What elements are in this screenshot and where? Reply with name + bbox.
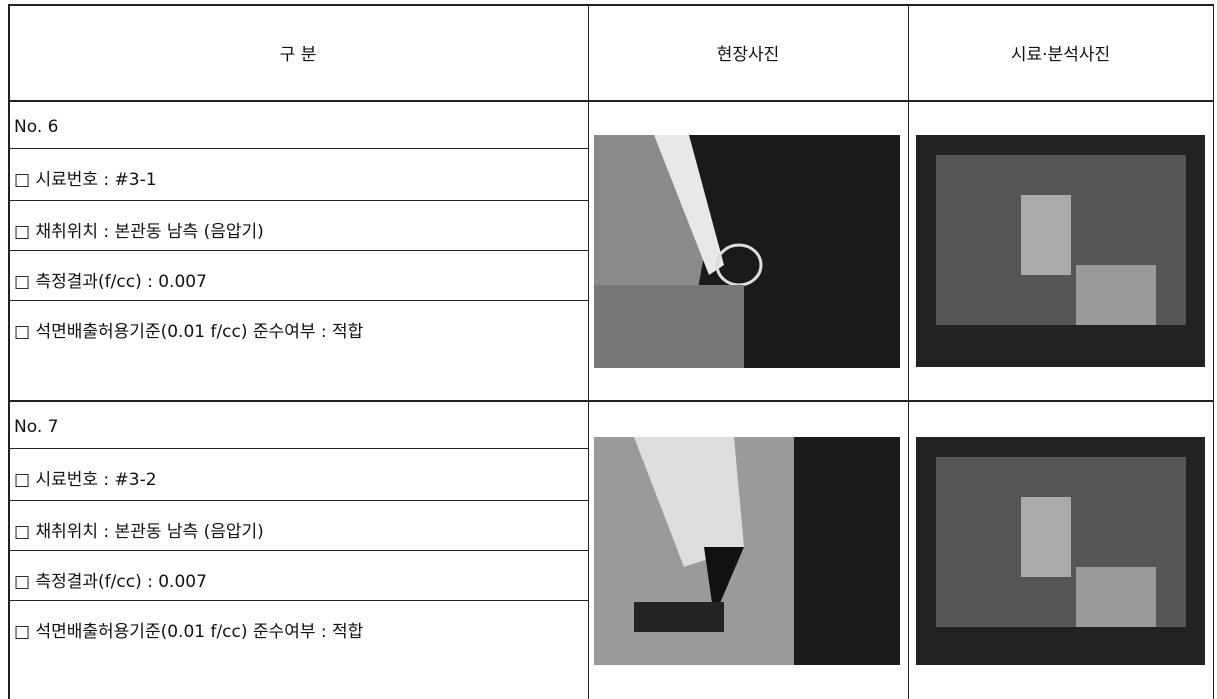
entry-item: □ 측정결과(f/cc) : 0.007 — [14, 272, 207, 292]
rule — [8, 200, 588, 201]
rule — [8, 550, 588, 551]
analysis-photo — [916, 437, 1205, 665]
site-photo — [594, 135, 900, 368]
entry-item: □ 채취위치 : 본관동 남측 (음압기) — [14, 222, 264, 242]
entry-item: □ 석면배출허용기준(0.01 f/cc) 준수여부 : 적합 — [14, 622, 364, 642]
entry-number: No. 6 — [14, 117, 59, 137]
rule — [588, 4, 589, 699]
rule — [8, 148, 588, 149]
site-photo — [594, 437, 900, 665]
rule — [1213, 4, 1214, 699]
rule — [8, 500, 588, 501]
analysis-photo — [916, 135, 1205, 367]
rule — [8, 250, 588, 251]
rule — [908, 4, 909, 699]
rule — [8, 100, 1214, 102]
header-cell: 현장사진 — [716, 45, 780, 65]
header-cell: 시료·분석사진 — [1010, 45, 1111, 65]
entry-item: □ 채취위치 : 본관동 남측 (음압기) — [14, 522, 264, 542]
entry-number: No. 7 — [14, 417, 59, 437]
rule — [8, 4, 10, 699]
rule — [8, 448, 588, 449]
rule — [8, 600, 588, 601]
entry-item: □ 측정결과(f/cc) : 0.007 — [14, 572, 207, 592]
header-cell: 구 분 — [279, 45, 317, 65]
entry-item: □ 시료번호 : #3-1 — [14, 170, 157, 190]
rule — [8, 300, 588, 301]
entry-item: □ 석면배출허용기준(0.01 f/cc) 준수여부 : 적합 — [14, 322, 364, 342]
rule — [8, 4, 1214, 6]
entry-item: □ 시료번호 : #3-2 — [14, 470, 157, 490]
rule — [8, 400, 1214, 402]
